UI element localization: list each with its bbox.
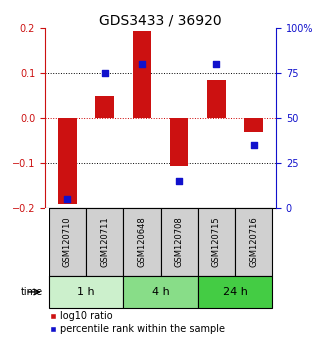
Bar	[207, 80, 226, 118]
Bar	[95, 96, 114, 118]
Point	[251, 143, 256, 148]
Point	[177, 178, 182, 184]
Bar	[133, 30, 151, 118]
Text: GSM120710: GSM120710	[63, 217, 72, 267]
Text: GSM120715: GSM120715	[212, 217, 221, 267]
Point	[214, 62, 219, 67]
Text: time: time	[21, 287, 43, 297]
Bar	[86, 209, 123, 276]
Bar	[123, 209, 160, 276]
Text: GSM120648: GSM120648	[137, 217, 146, 268]
Point	[139, 62, 144, 67]
Text: GSM120711: GSM120711	[100, 217, 109, 267]
Point	[65, 196, 70, 202]
Text: 24 h: 24 h	[223, 287, 247, 297]
Text: 1 h: 1 h	[77, 287, 95, 297]
Bar	[123, 276, 198, 308]
Bar	[198, 209, 235, 276]
Bar	[198, 276, 272, 308]
Bar	[58, 118, 77, 204]
Bar	[49, 209, 86, 276]
Bar	[160, 209, 198, 276]
Bar	[235, 209, 272, 276]
Text: GSM120716: GSM120716	[249, 217, 258, 268]
Point	[102, 70, 107, 76]
Text: 4 h: 4 h	[152, 287, 169, 297]
Text: GSM120708: GSM120708	[175, 217, 184, 268]
Legend: log10 ratio, percentile rank within the sample: log10 ratio, percentile rank within the …	[50, 311, 225, 334]
Bar	[244, 118, 263, 132]
Bar	[45, 209, 49, 276]
Bar	[49, 276, 123, 308]
Bar	[170, 118, 188, 166]
Title: GDS3433 / 36920: GDS3433 / 36920	[99, 13, 222, 27]
